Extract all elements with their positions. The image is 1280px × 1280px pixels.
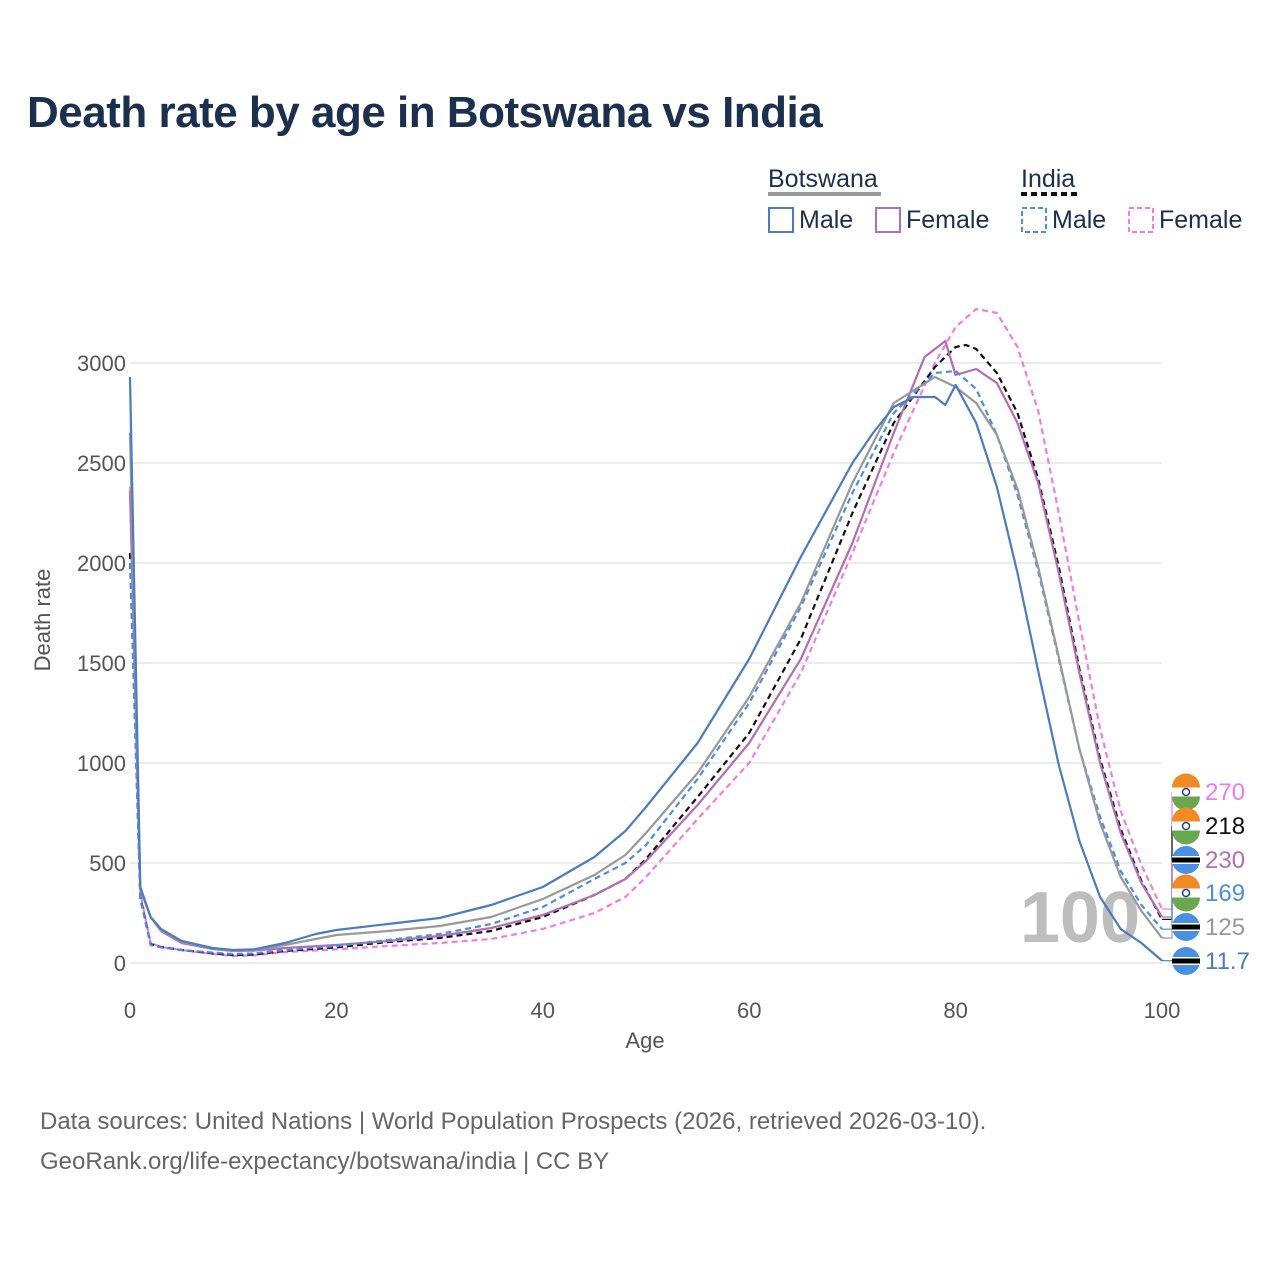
axis-ticks: 0 500 1000 1500 2000 2500 3000 0 20 40 60 80 100 [77,351,1180,1023]
end-label-botswana-male: 11.7 [1205,948,1250,975]
x-tick-label: 80 [943,998,967,1023]
legend-swatch [875,207,901,233]
legend-swatch [1128,207,1154,233]
series-line-botswana-female [128,339,1163,953]
y-tick-label: 2500 [77,451,126,476]
y-tick-label: 1000 [77,751,126,776]
end-label-india-male: 169 [1205,880,1245,907]
x-tick-label: 60 [737,998,761,1023]
end-label-botswana-female: 230 [1205,847,1245,874]
end-label-india-total: 218 [1205,813,1245,840]
x-tick-label: 100 [1144,998,1181,1023]
y-axis-title: Death rate [30,569,55,672]
source-text: Data sources: United Nations | World Pop… [40,1108,987,1135]
legend-swatch [1021,207,1047,233]
legend-item-label: Female [1159,206,1242,234]
series-line-botswana-male [128,376,1163,962]
india-flag-icon [1172,874,1200,912]
x-tick-label: 40 [531,998,555,1023]
legend-item-label: Male [799,206,853,234]
chart-title: Death rate by age in Botswana vs India [27,88,823,137]
end-connector-india-female [1162,792,1173,910]
source-link[interactable]: GeoRank.org/life-expectancy/botswana/ind… [40,1148,610,1175]
x-tick-label: 0 [124,998,136,1023]
y-tick-label: 3000 [77,351,126,376]
legend-swatch [768,207,794,233]
series-line-india-female [128,307,1163,958]
legend-item-label: Female [906,206,989,234]
legend-item-label: Male [1052,206,1106,234]
y-tick-label: 500 [89,851,126,876]
end-connector-india-total [1162,826,1173,921]
age-marker: 100 [1020,878,1140,958]
series-lines [128,307,1163,962]
botswana-flag-icon [1172,913,1200,941]
x-tick-label: 20 [324,998,348,1023]
legend-group-title: Botswana [768,165,878,193]
y-tick-label: 1500 [77,651,126,676]
botswana-flag-icon [1172,947,1200,975]
legend-group-title: India [1021,165,1075,193]
india-flag-icon [1172,773,1200,811]
y-tick-label: 2000 [77,551,126,576]
end-label-botswana-total: 125 [1205,914,1245,941]
y-tick-label: 0 [114,951,126,976]
grid [130,362,1162,964]
botswana-flag-icon [1172,846,1200,874]
end-label-india-female: 270 [1205,779,1245,806]
end-labels: 270 218 230 169 125 11.7 [1162,773,1250,975]
india-flag-icon [1172,807,1200,845]
x-axis-title: Age [625,1028,664,1053]
end-connector-india-male [1162,893,1173,930]
legend: Botswana Male Female India Male Female [768,165,1242,234]
